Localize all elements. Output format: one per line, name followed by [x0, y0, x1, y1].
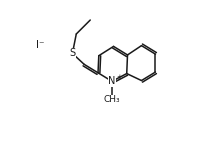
Text: CH₃: CH₃ [104, 95, 120, 104]
Text: N: N [108, 76, 116, 86]
Text: I⁻: I⁻ [36, 40, 45, 50]
Text: +: + [117, 74, 122, 80]
Text: S: S [69, 48, 75, 58]
